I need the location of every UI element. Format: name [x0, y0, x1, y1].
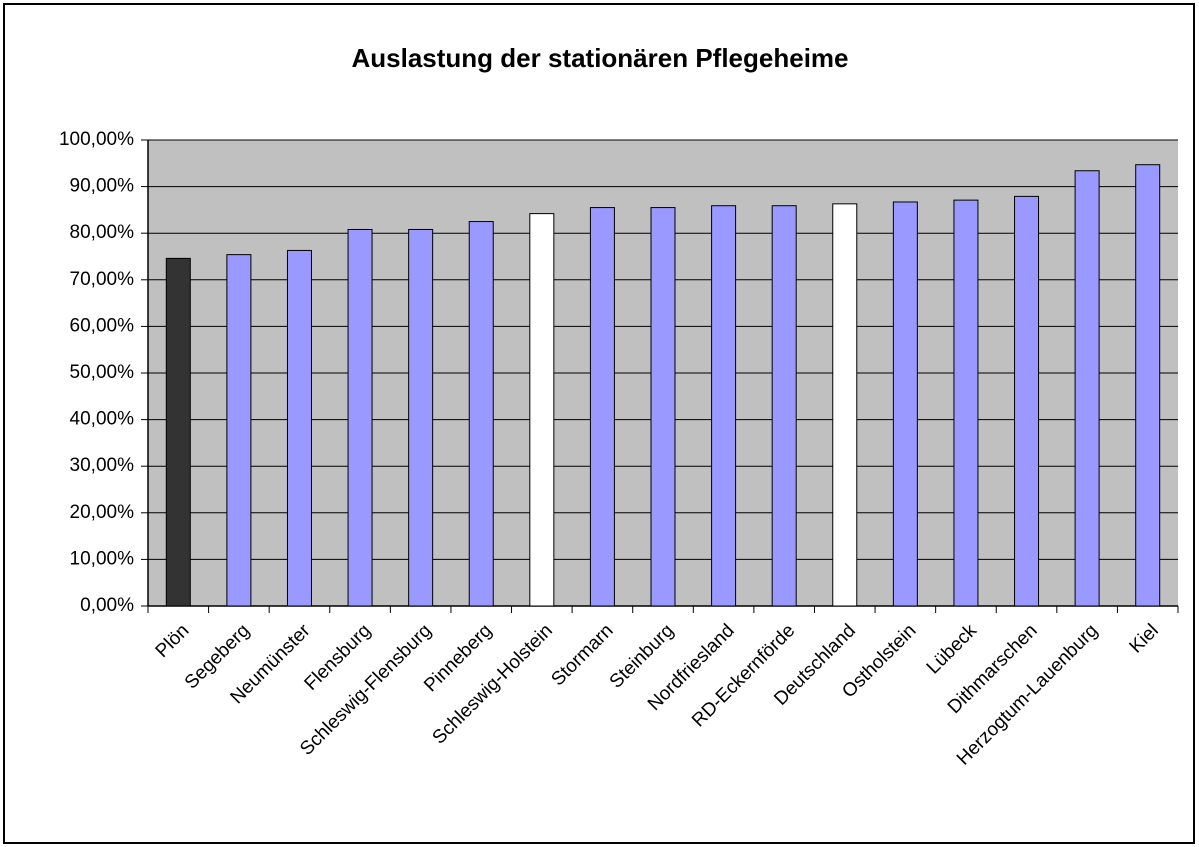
y-tick-label: 90,00%: [70, 176, 135, 197]
bar: [468, 221, 494, 607]
bar: [347, 228, 373, 607]
y-tick-label: 60,00%: [70, 315, 135, 336]
y-tick-label: 50,00%: [70, 362, 135, 383]
y-tick-label: 100,00%: [59, 129, 134, 150]
y-tick-label: 0,00%: [80, 595, 134, 616]
bar: [1135, 164, 1161, 607]
bar: [892, 201, 918, 607]
bar: [953, 199, 979, 607]
chart-title: Auslastung der stationären Pflegeheime: [351, 43, 848, 73]
bar: [771, 205, 797, 607]
y-tick-label: 80,00%: [70, 222, 135, 243]
y-tick-label: 10,00%: [70, 548, 135, 569]
bar: [408, 228, 434, 607]
bar: [650, 207, 676, 607]
bar: [589, 207, 615, 607]
y-tick-label: 40,00%: [70, 409, 135, 430]
bar: [529, 213, 555, 607]
y-tick-label: 20,00%: [70, 502, 135, 523]
bar: [832, 203, 858, 607]
y-tick-label: 70,00%: [70, 269, 135, 290]
bar: [1074, 170, 1100, 607]
bar: [286, 249, 312, 607]
bar: [165, 257, 191, 607]
bar: [226, 254, 252, 607]
y-tick-label: 30,00%: [70, 455, 135, 476]
bar: [1014, 195, 1040, 607]
bar: [711, 205, 737, 607]
